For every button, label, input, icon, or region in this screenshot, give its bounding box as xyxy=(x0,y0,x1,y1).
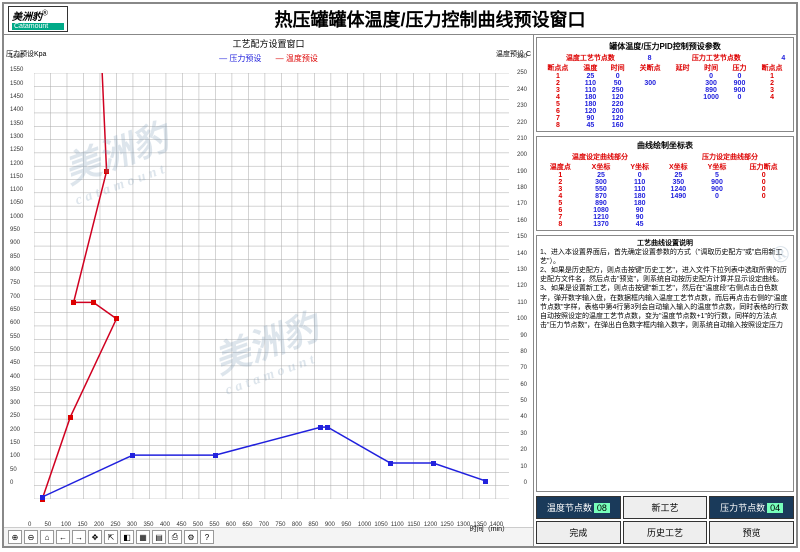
toolbar-btn-12[interactable]: ? xyxy=(200,530,214,544)
pid-title: 罐体温度/压力PID控制预设参数 xyxy=(539,40,791,53)
press-point[interactable] xyxy=(318,425,323,430)
toolbar-btn-9[interactable]: ▤ xyxy=(152,530,166,544)
temp-point[interactable] xyxy=(68,415,73,420)
press-point[interactable] xyxy=(40,495,45,500)
button-bar: 温度节点数08 新工艺 压力节点数04 完成 历史工艺 预览 xyxy=(534,494,796,546)
press-point[interactable] xyxy=(325,425,330,430)
press-point[interactable] xyxy=(130,453,135,458)
logo: 美洲豹® Catamount xyxy=(8,6,68,32)
desc-body: 1、进入本设置界面后，首先确定设置参数的方式（"调取历史配方"或"启用新工艺"）… xyxy=(540,248,790,330)
pid-panel: 罐体温度/压力PID控制预设参数 温度工艺节点数8压力工艺节点数4 断点点温度时… xyxy=(536,37,794,132)
new-process-button[interactable]: 新工艺 xyxy=(623,496,708,519)
temp-point[interactable] xyxy=(114,316,119,321)
done-button[interactable]: 完成 xyxy=(536,521,621,544)
press-nodes-button[interactable]: 压力节点数04 xyxy=(709,496,794,519)
toolbar-btn-1[interactable]: ⊖ xyxy=(24,530,38,544)
toolbar-btn-11[interactable]: ⚙ xyxy=(184,530,198,544)
description-panel: 工艺曲线设置说明 1、进入本设置界面后，首先确定设置参数的方式（"调取历史配方"… xyxy=(536,235,794,492)
toolbar-btn-4[interactable]: → xyxy=(72,530,86,544)
chart-legend: — 压力预设 — 温度预设 xyxy=(4,52,533,65)
toolbar-btn-7[interactable]: ◧ xyxy=(120,530,134,544)
temp-nodes-button[interactable]: 温度节点数08 xyxy=(536,496,621,519)
chart-title: 工艺配方设置窗口 xyxy=(4,35,533,52)
toolbar-btn-0[interactable]: ⊕ xyxy=(8,530,22,544)
curve-panel: 曲线绘制坐标表 温度设定曲线部分压力设定曲线部分 温度点X坐标Y坐标X坐标Y坐标… xyxy=(536,136,794,231)
toolbar-btn-2[interactable]: ⌂ xyxy=(40,530,54,544)
temp-point[interactable] xyxy=(91,300,96,305)
chart-toolbar: ⊕⊖⌂←→✥⇱◧▦▤⎙⚙? xyxy=(4,527,533,546)
desc-title: 工艺曲线设置说明 xyxy=(540,239,790,248)
toolbar-btn-10[interactable]: ⎙ xyxy=(168,530,182,544)
press-point[interactable] xyxy=(483,479,488,484)
preview-button[interactable]: 预览 xyxy=(709,521,794,544)
press-point[interactable] xyxy=(213,453,218,458)
temp-point[interactable] xyxy=(71,300,76,305)
logo-ch: 美洲豹 xyxy=(12,12,42,23)
page-title: 热压罐罐体温度/压力控制曲线预设窗口 xyxy=(68,6,792,32)
temp-point[interactable] xyxy=(104,169,109,174)
chart-panel: 工艺配方设置窗口 — 压力预设 — 温度预设 压力预设Kpa 温度预设 C 时间… xyxy=(4,35,534,546)
logo-en: Catamount xyxy=(12,23,64,30)
press-point[interactable] xyxy=(431,461,436,466)
toolbar-btn-8[interactable]: ▦ xyxy=(136,530,150,544)
toolbar-btn-3[interactable]: ← xyxy=(56,530,70,544)
toolbar-btn-5[interactable]: ✥ xyxy=(88,530,102,544)
history-button[interactable]: 历史工艺 xyxy=(623,521,708,544)
press-point[interactable] xyxy=(388,461,393,466)
chart-area[interactable] xyxy=(34,73,509,499)
curve-title: 曲线绘制坐标表 xyxy=(539,139,791,152)
toolbar-btn-6[interactable]: ⇱ xyxy=(104,530,118,544)
